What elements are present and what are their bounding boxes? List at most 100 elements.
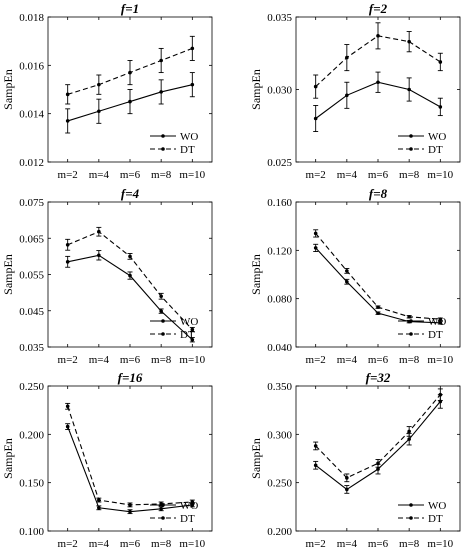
legend-marker	[161, 516, 165, 520]
data-point-wo	[97, 506, 101, 510]
data-point-dt	[376, 305, 380, 309]
data-point-dt	[97, 229, 101, 234]
x-tick-label: m=2	[306, 538, 326, 550]
data-point-wo	[313, 116, 318, 121]
x-tick-label: m=10	[427, 354, 453, 366]
data-point-dt	[65, 92, 70, 97]
legend-marker	[161, 503, 165, 507]
chart-title: f=2	[369, 1, 388, 16]
data-point-dt	[345, 55, 349, 60]
data-point-wo	[159, 309, 163, 313]
data-point-wo	[313, 463, 318, 468]
y-axis-title: SampEn	[1, 69, 15, 110]
data-point-wo	[438, 105, 443, 109]
x-tick-label: m=6	[368, 538, 389, 550]
data-point-wo	[128, 509, 132, 514]
data-point-dt	[407, 314, 411, 319]
data-point-wo	[97, 253, 101, 258]
x-tick-label: m=6	[120, 538, 141, 550]
y-tick-label: 0.200	[19, 429, 44, 441]
data-point-dt	[438, 60, 443, 64]
series-line-wo	[67, 254, 193, 341]
chart-title: f=8	[369, 186, 388, 201]
data-point-dt	[97, 82, 101, 87]
y-tick-label: 0.016	[19, 60, 44, 72]
chart-panel-6: 0.200 0.250 0.300 0.350 m=2 m=4 m=6 m=8 m=10 f=32…	[249, 370, 461, 550]
data-point-dt	[438, 317, 443, 322]
series-line-dt	[315, 394, 441, 479]
data-point-wo	[345, 279, 349, 284]
x-tick-label: m=2	[58, 169, 78, 181]
y-tick-label: 0.018	[19, 12, 44, 24]
data-point-wo	[159, 90, 163, 94]
y-tick-label: 0.035	[19, 342, 44, 354]
y-tick-label: 0.250	[19, 381, 44, 393]
data-point-dt	[313, 84, 318, 89]
y-tick-label: 0.040	[267, 342, 292, 354]
data-point-dt	[407, 429, 411, 434]
legend-label: DT	[180, 144, 195, 156]
x-tick-label: m=2	[58, 538, 78, 550]
chart-panel-3: 0.035 0.045 0.055 0.065 0.075 m=2 m=4 m=6 m=8 m=1…	[1, 186, 213, 366]
data-point-dt	[159, 58, 163, 63]
x-tick-label: m=8	[399, 354, 420, 366]
legend-marker	[409, 516, 413, 520]
data-point-wo	[345, 487, 349, 492]
y-tick-label: 0.012	[19, 157, 44, 169]
legend-marker	[409, 147, 413, 151]
data-point-wo	[376, 311, 380, 315]
data-point-dt	[97, 498, 101, 502]
data-point-dt	[376, 34, 380, 38]
x-tick-label: m=8	[151, 169, 172, 181]
x-tick-label: m=10	[179, 354, 205, 366]
y-tick-label: 0.200	[267, 526, 292, 538]
y-tick-label: 0.075	[19, 197, 44, 209]
data-point-dt	[345, 476, 349, 480]
chart-panel-4: 0.040 0.080 0.120 0.160 m=2 m=4 m=6 m=8 m=10 f=8 S…	[249, 186, 461, 366]
data-point-dt	[376, 461, 380, 466]
data-point-wo	[376, 80, 380, 85]
chart-panel-5: 0.100 0.150 0.200 0.250 m=2 m=4 m=6 m=8 m=10 f=16…	[1, 370, 213, 550]
data-point-dt	[313, 231, 318, 236]
x-tick-label: m=6	[368, 354, 389, 366]
chart-panel-1: 0.012 0.014 0.016 0.018 m=2 m=4 m=6 m=8 m=10 f=1 S…	[1, 1, 213, 181]
y-tick-label: 0.035	[267, 12, 292, 24]
series-line-wo	[315, 401, 441, 491]
data-point-wo	[407, 87, 411, 92]
legend-label: WO	[428, 316, 446, 328]
data-point-dt	[313, 444, 318, 448]
x-tick-label: m=4	[89, 354, 110, 366]
x-tick-label: m=10	[179, 538, 205, 550]
data-point-dt	[128, 503, 132, 507]
x-tick-label: m=10	[427, 538, 453, 550]
x-tick-label: m=8	[399, 169, 420, 181]
y-tick-label: 0.250	[267, 478, 292, 490]
legend-label: DT	[428, 329, 443, 341]
legend-label: WO	[428, 500, 446, 512]
data-point-wo	[128, 273, 132, 278]
x-tick-label: m=10	[427, 169, 453, 181]
legend-marker	[409, 332, 413, 336]
data-point-wo	[97, 109, 101, 114]
data-point-wo	[128, 99, 132, 104]
legend-label: WO	[180, 131, 198, 143]
data-point-wo	[65, 424, 70, 429]
x-tick-label: m=4	[337, 538, 358, 550]
y-axis-title: SampEn	[249, 69, 263, 110]
legend-label: WO	[180, 500, 198, 512]
y-axis-title: SampEn	[249, 438, 263, 479]
data-point-wo	[376, 467, 380, 471]
y-tick-label: 0.025	[267, 157, 292, 169]
y-tick-label: 0.100	[19, 526, 44, 538]
x-tick-label: m=2	[58, 354, 78, 366]
x-tick-label: m=10	[179, 169, 205, 181]
x-tick-label: m=8	[399, 538, 420, 550]
legend-label: DT	[180, 513, 195, 525]
series-line-dt	[67, 231, 193, 330]
y-tick-label: 0.045	[19, 306, 44, 318]
legend-label: DT	[428, 513, 443, 525]
y-tick-label: 0.055	[19, 270, 44, 282]
data-point-dt	[438, 392, 443, 397]
chart-panel-2: 0.025 0.030 0.035 m=2 m=4 m=6 m=8 m=10 f=2 SampEn…	[249, 1, 461, 181]
